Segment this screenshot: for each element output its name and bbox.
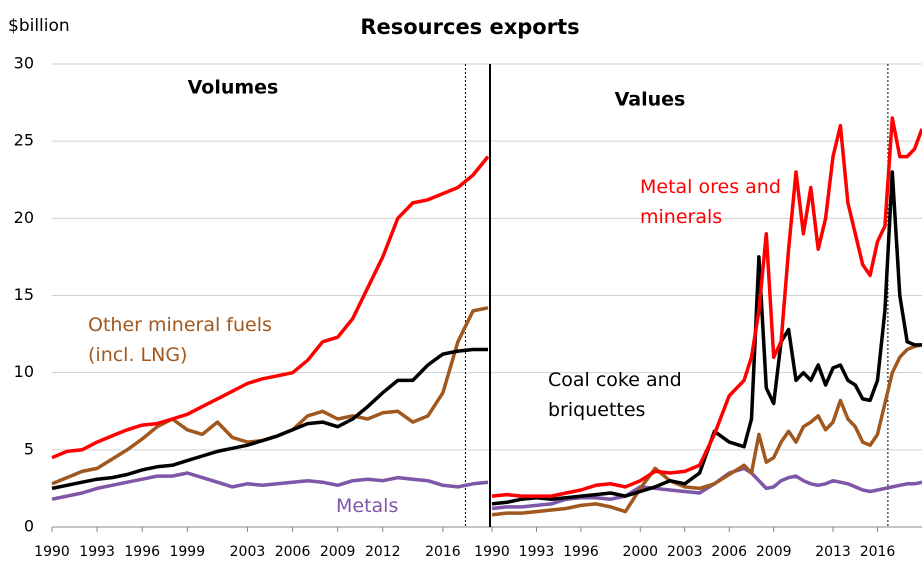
x-tick-label: 2000 <box>622 544 658 560</box>
series-label: Metal ores and minerals <box>640 176 781 228</box>
x-tick-label: 2016 <box>425 544 461 560</box>
x-tick-label: 2009 <box>756 544 792 560</box>
y-tick-label: 25 <box>14 131 34 150</box>
y-tick-label: 20 <box>14 208 34 227</box>
series-line <box>51 471 489 501</box>
y-tick-label: 0 <box>24 517 34 536</box>
y-tick-label: 10 <box>14 362 34 381</box>
series-label: Coal coke and briquettes <box>548 369 682 421</box>
x-tick-label: 2003 <box>230 544 266 560</box>
x-tick-label: 1990 <box>474 544 510 560</box>
series-label: Other mineral fuels (incl. LNG) <box>88 314 272 366</box>
series-line <box>491 466 922 511</box>
x-tick-label: 2003 <box>667 544 703 560</box>
y-tick-label: 30 <box>14 54 34 73</box>
chart-title: Resources exports <box>360 15 579 39</box>
x-tick-label: 2006 <box>275 544 311 560</box>
series-label: Metals <box>336 495 399 517</box>
x-tick-label: 2006 <box>711 544 747 560</box>
x-tick-label: 1999 <box>169 544 205 560</box>
series-line <box>491 170 922 506</box>
x-tick-label: 2009 <box>320 544 356 560</box>
x-tick-label: 2016 <box>860 544 896 560</box>
y-tick-label: 5 <box>24 439 34 458</box>
panel-title: Values <box>615 89 686 111</box>
x-tick-label: 1990 <box>34 544 70 560</box>
x-tick-label: 1993 <box>519 544 555 560</box>
x-tick-label: 1993 <box>79 544 115 560</box>
x-tick-label: 2013 <box>815 544 851 560</box>
x-tick-label: 1996 <box>563 544 599 560</box>
panel-title: Volumes <box>188 77 279 99</box>
series-line <box>491 116 922 498</box>
y-tick-label: 15 <box>14 285 34 304</box>
x-tick-label: 2012 <box>365 544 401 560</box>
y-axis-label: $billion <box>8 16 70 36</box>
series-line <box>491 343 922 517</box>
series-line <box>51 347 488 491</box>
series-line <box>51 155 490 460</box>
x-tick-label: 1996 <box>124 544 160 560</box>
